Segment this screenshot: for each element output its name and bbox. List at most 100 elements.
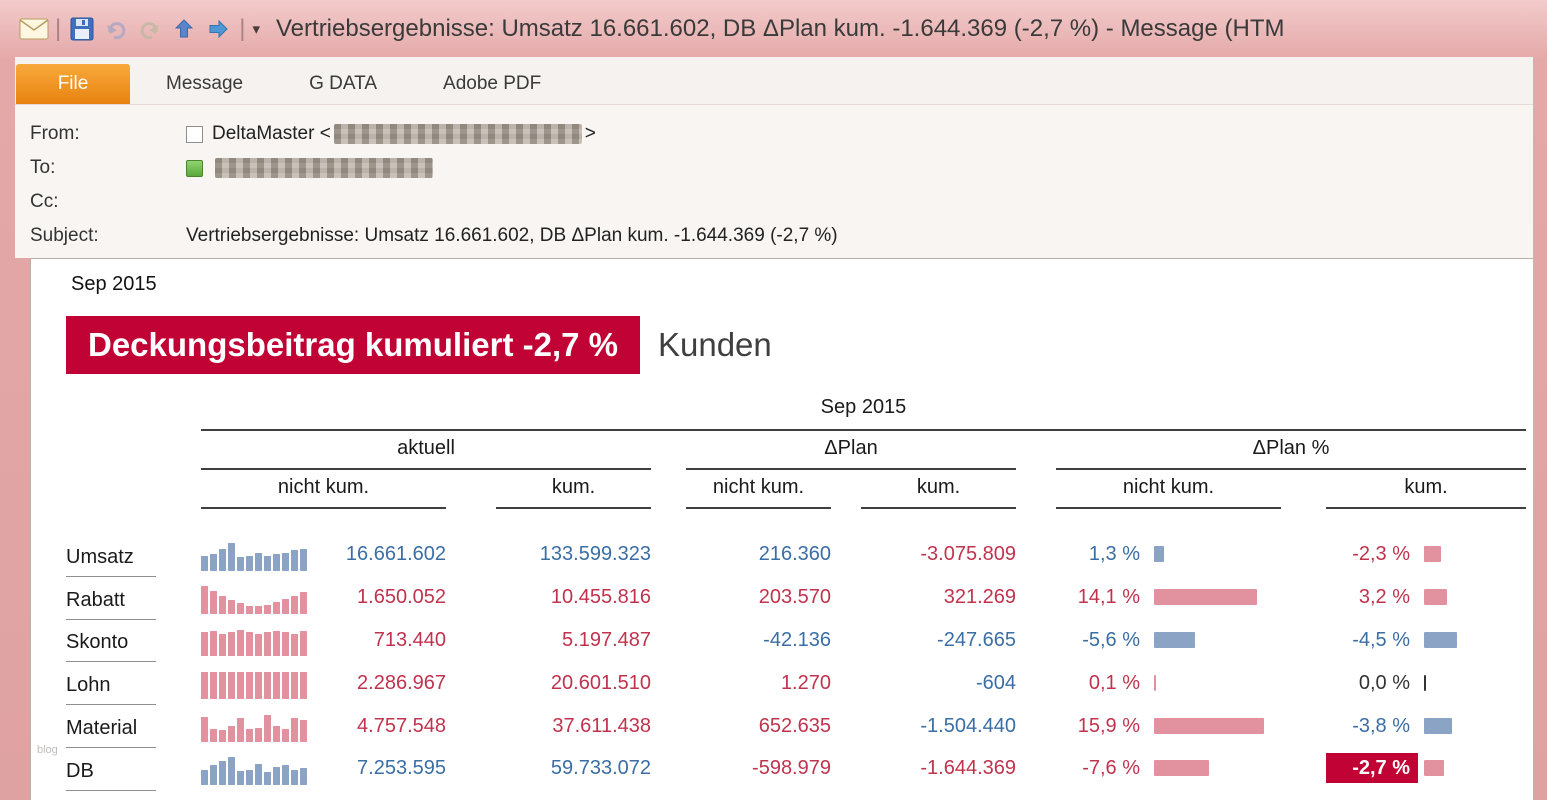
value-cell: -42.136 (763, 628, 831, 651)
window-title: Vertriebsergebnisse: Umsatz 16.661.602, … (276, 14, 1285, 42)
cc-label: Cc: (30, 191, 59, 212)
banner-suffix: Kunden (657, 326, 772, 363)
percent-cell: -4,5 % (1352, 628, 1410, 651)
percent-bar (1424, 589, 1447, 606)
titlebar: | (0, 0, 1547, 57)
right-arrow-icon (209, 19, 228, 38)
percent-cell: 3,2 % (1358, 586, 1410, 609)
to-row: To: (15, 151, 1533, 185)
percent-cell: 0,0 % (1358, 671, 1410, 694)
table-row: DB 7.253.595 59.733.072 -598.979 -1.644.369 -… (66, 747, 1526, 791)
sparkline (201, 630, 307, 657)
value-cell: 216.360 (758, 543, 831, 566)
subheader: kum. (861, 476, 1016, 509)
value-cell: 1.270 (780, 671, 831, 694)
cc-row: Cc: (15, 185, 1533, 219)
value-cell: 203.570 (758, 586, 831, 609)
mail-header: From: DeltaMaster < > To: Cc: Subject: V… (15, 105, 1533, 258)
percent-bar (1424, 546, 1441, 563)
row-label: Material (66, 717, 156, 749)
redo-icon (140, 21, 160, 39)
subheader: nicht kum. (201, 476, 446, 509)
tab-message[interactable]: Message (166, 73, 244, 94)
percent-cell: 15,9 % (1077, 714, 1140, 737)
sender-checkbox[interactable] (186, 125, 203, 143)
value-cell: 4.757.548 (357, 714, 446, 737)
qat-separator: | (239, 14, 246, 42)
table-period-header: Sep 2015 (201, 396, 1526, 431)
redo-button[interactable] (134, 13, 166, 45)
value-cell: -1.644.369 (920, 757, 1016, 780)
previous-item-button[interactable] (168, 13, 200, 45)
percent-cell: -7,6 % (1082, 757, 1140, 780)
percent-cell: 14,1 % (1077, 586, 1140, 609)
row-label: Rabatt (66, 589, 156, 620)
report: Sep 2015 Deckungsbeitrag kumuliert -2,7 … (31, 259, 1533, 800)
subject-value: Vertriebsergebnisse: Umsatz 16.661.602, … (186, 225, 838, 246)
qat-customize-dropdown[interactable]: ▾ (252, 20, 260, 38)
subheader: nicht kum. (1056, 476, 1281, 509)
value-cell: 37.611.438 (552, 714, 651, 737)
mail-icon (18, 13, 50, 45)
percent-cell: -2,3 % (1352, 543, 1410, 566)
value-cell: 16.661.602 (345, 543, 446, 566)
percent-bar (1424, 674, 1426, 691)
value-cell: 59.733.072 (550, 757, 651, 780)
subheader: kum. (496, 476, 651, 509)
percent-cell: 0,1 % (1088, 671, 1140, 694)
sparkline (201, 542, 307, 571)
to-value (186, 158, 436, 178)
value-cell: 321.269 (943, 586, 1016, 609)
ribbon-tab-bar: File Message G DATA Adobe PDF (15, 57, 1533, 105)
value-cell: 7.253.595 (357, 757, 446, 780)
percent-bar (1424, 717, 1452, 734)
percent-cell: 1,3 % (1088, 543, 1140, 566)
value-cell: 5.197.487 (562, 628, 651, 651)
from-name: DeltaMaster < (212, 123, 331, 144)
percent-bar (1154, 760, 1209, 777)
watermark: blog (37, 744, 58, 756)
up-arrow-icon (175, 18, 194, 37)
value-cell: -247.665 (937, 628, 1016, 651)
value-cell: 20.601.510 (550, 671, 651, 694)
table-row: Lohn 2.286.967 20.601.510 1.270 -604 0,1 % 0,0… (66, 661, 1526, 706)
tab-gdata[interactable]: G DATA (309, 73, 378, 94)
percent-bar (1424, 760, 1444, 777)
message-body: Sep 2015 Deckungsbeitrag kumuliert -2,7 … (30, 258, 1533, 800)
tab-file[interactable]: File (16, 64, 130, 104)
table-row: Rabatt 1.650.052 10.455.816 203.570 321.269 1… (66, 576, 1526, 620)
value-cell: 2.286.967 (357, 671, 446, 694)
percent-bar (1154, 631, 1195, 648)
group-header-dplan-pct: ΔPlan % (1056, 437, 1526, 470)
subheader: nicht kum. (686, 476, 831, 509)
undo-button[interactable] (100, 13, 132, 45)
subject-label: Subject: (30, 225, 99, 246)
table-body: Umsatz 16.661.602 133.599.323 216.360 -3.075… (66, 533, 1533, 791)
presence-icon (186, 159, 203, 177)
row-label: Skonto (66, 631, 156, 663)
save-icon (70, 17, 94, 40)
row-label: DB (66, 760, 156, 791)
value-cell: 1.650.052 (357, 586, 446, 609)
value-cell: 713.440 (373, 628, 446, 651)
table-row: Skonto 713.440 5.197.487 -42.136 -247.665 -5,… (66, 619, 1526, 663)
redacted-email (333, 124, 582, 144)
sparkline (201, 756, 307, 785)
tab-adobe-pdf[interactable]: Adobe PDF (443, 73, 542, 94)
from-label: From: (30, 123, 80, 144)
table-header: Sep 2015 aktuell ΔPlan ΔPlan % nicht kum… (66, 396, 1533, 509)
next-item-button[interactable] (202, 13, 234, 45)
banner-row: Deckungsbeitrag kumuliert -2,7 % Kunden (66, 316, 1533, 374)
group-header-dplan: ΔPlan (686, 437, 1016, 470)
qat-separator: | (55, 14, 62, 42)
percent-cell: -3,8 % (1352, 714, 1410, 737)
percent-bar (1154, 589, 1257, 606)
percent-cell: -5,6 % (1082, 628, 1140, 651)
save-button[interactable] (66, 13, 98, 45)
group-header-aktuell: aktuell (201, 437, 651, 470)
sparkline (201, 714, 307, 742)
value-cell: -604 (975, 671, 1016, 694)
value-cell: -1.504.440 (920, 714, 1016, 737)
value-cell: 652.635 (758, 714, 831, 737)
